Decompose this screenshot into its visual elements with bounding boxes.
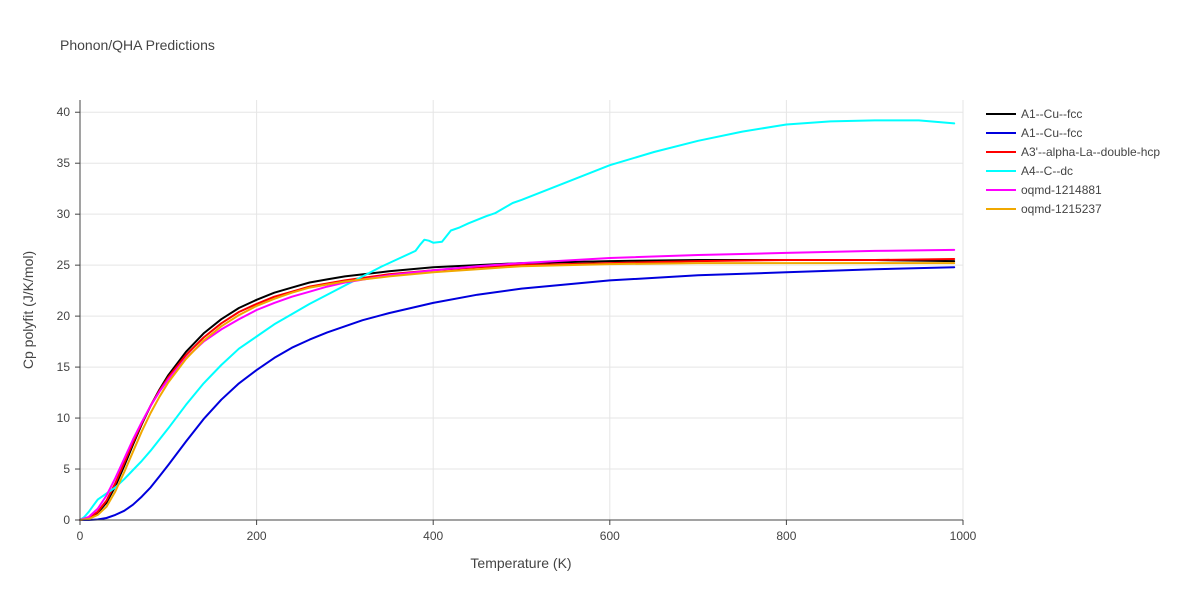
y-tick-label: 10 xyxy=(57,411,71,425)
x-tick-label: 1000 xyxy=(950,529,977,543)
series-line-3 xyxy=(79,119,956,521)
series-line-2 xyxy=(79,258,956,521)
y-tick-label: 30 xyxy=(57,207,71,221)
y-axis-title: Cp polyfit (J/K/mol) xyxy=(20,251,36,369)
grid xyxy=(80,100,964,520)
legend-item-4[interactable]: oqmd-1214881 xyxy=(986,183,1102,197)
y-tick-label: 15 xyxy=(57,360,71,374)
y-tick-label: 20 xyxy=(57,309,71,323)
legend-item-5[interactable]: oqmd-1215237 xyxy=(986,202,1102,216)
legend[interactable]: A1--Cu--fcc A1--Cu--fcc A3'--alpha-La--dou… xyxy=(986,107,1160,216)
x-tick-label: 400 xyxy=(423,529,443,543)
series-layer xyxy=(79,119,956,521)
legend-item-0[interactable]: A1--Cu--fcc xyxy=(986,107,1082,121)
chart-title: Phonon/QHA Predictions xyxy=(60,37,215,53)
x-tick-label: 0 xyxy=(77,529,84,543)
x-tick-label: 200 xyxy=(247,529,267,543)
series-line-0 xyxy=(79,259,956,521)
legend-label: A3'--alpha-La--double-hcp xyxy=(1021,145,1160,159)
x-tick-label: 800 xyxy=(776,529,796,543)
legend-label: oqmd-1214881 xyxy=(1021,183,1102,197)
y-tick-label: 35 xyxy=(57,156,71,170)
legend-label: oqmd-1215237 xyxy=(1021,202,1102,216)
axes: 0 200 400 600 800 1000 0 5 10 15 20 25 30 35 40 xyxy=(57,100,977,543)
legend-item-2[interactable]: A3'--alpha-La--double-hcp xyxy=(986,145,1160,159)
legend-item-1[interactable]: A1--Cu--fcc xyxy=(986,126,1082,140)
series-line-5 xyxy=(79,262,956,521)
legend-label: A1--Cu--fcc xyxy=(1021,107,1082,121)
series-line-1 xyxy=(79,266,956,521)
x-axis-title: Temperature (K) xyxy=(470,555,571,571)
legend-label: A4--C--dc xyxy=(1021,164,1073,178)
y-tick-label: 0 xyxy=(63,513,70,527)
y-tick-label: 5 xyxy=(63,462,70,476)
legend-item-3[interactable]: A4--C--dc xyxy=(986,164,1073,178)
legend-label: A1--Cu--fcc xyxy=(1021,126,1082,140)
y-tick-label: 25 xyxy=(57,258,71,272)
x-tick-label: 600 xyxy=(600,529,620,543)
series-line-4 xyxy=(79,248,956,521)
y-tick-label: 40 xyxy=(57,105,71,119)
